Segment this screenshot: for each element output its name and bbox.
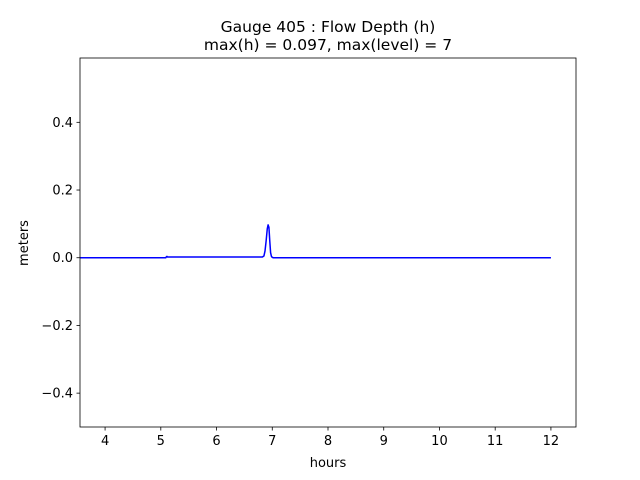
y-tick-label: 0.4 — [52, 116, 73, 131]
x-tick-label: 6 — [212, 434, 220, 449]
x-tick-label: 10 — [431, 434, 448, 449]
x-tick-label: 9 — [380, 434, 388, 449]
y-tick-label: −0.4 — [41, 387, 73, 402]
x-tick-label: 11 — [487, 434, 504, 449]
chart-title: Gauge 405 : Flow Depth (h) — [221, 18, 436, 36]
y-tick-label: −0.2 — [41, 319, 73, 334]
x-tick-label: 5 — [157, 434, 165, 449]
x-tick-label: 7 — [268, 434, 276, 449]
x-tick-label: 8 — [324, 434, 332, 449]
x-axis-label: hours — [310, 456, 347, 471]
y-axis-label: meters — [17, 220, 32, 266]
chart-subtitle: max(h) = 0.097, max(level) = 7 — [204, 36, 452, 54]
series-line-0 — [80, 224, 551, 259]
y-tick-label: 0.0 — [52, 251, 73, 266]
y-tick-label: 0.2 — [52, 184, 73, 199]
x-tick-label: 4 — [101, 434, 109, 449]
x-tick-label: 12 — [543, 434, 560, 449]
plot-area: 4 5 6 7 8 9 10 11 12 −0.4 −0.2 0.0 0.2 0.4 — [41, 57, 577, 449]
